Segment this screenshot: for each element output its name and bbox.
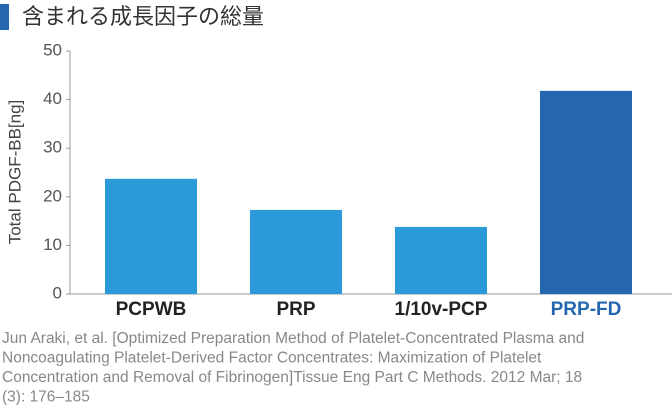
y-tick-label: 10 [43, 235, 62, 254]
bar [395, 226, 487, 294]
y-tick-label: 20 [43, 186, 62, 205]
x-tick-label: 1/10v-PCP [395, 299, 488, 320]
x-tick-label: PCPWB [116, 299, 187, 320]
y-tick-label: 0 [53, 283, 62, 302]
y-tick-label: 40 [43, 89, 62, 108]
y-tick-label: 30 [43, 138, 62, 157]
footnote-line: (3): 176–185 [2, 389, 90, 406]
bar [250, 209, 342, 294]
bar [540, 90, 632, 295]
footnote-line: Jun Araki, et al. [Optimized Preparation… [2, 330, 584, 347]
x-tick-label: PRP-FD [551, 299, 622, 320]
chart-title: 含まれる成長因子の総量 [22, 4, 264, 29]
x-tick-label: PRP [276, 299, 315, 320]
title-marker [0, 4, 9, 30]
bar [105, 178, 197, 294]
y-tick-label: 50 [43, 40, 62, 59]
y-axis-label: Total PDGF-BB[ng] [5, 100, 24, 245]
footnote-line: Concentration and Removal of Fibrinogen]… [2, 369, 582, 386]
footnote-line: Noncoagulating Platelet-Derived Factor C… [2, 350, 542, 367]
